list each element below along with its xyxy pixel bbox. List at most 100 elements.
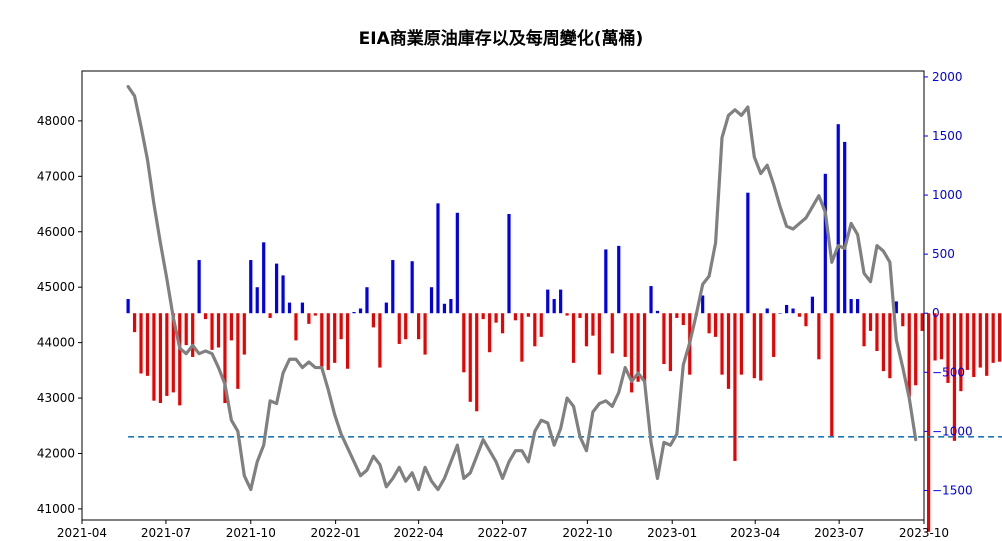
bar <box>404 313 408 340</box>
bar <box>817 313 821 360</box>
bar <box>520 313 524 362</box>
bar <box>655 310 660 314</box>
right-axis-tick-label: −1000 <box>932 424 973 438</box>
bar <box>300 302 305 314</box>
bar <box>894 301 898 314</box>
x-axis-tick-label: 2021-04 <box>57 526 107 537</box>
bar <box>713 313 718 337</box>
bar <box>384 302 388 314</box>
bar <box>849 299 853 314</box>
bar <box>978 313 982 368</box>
bar <box>610 313 614 354</box>
left-axis-tick-label: 41000 <box>37 502 75 516</box>
bar <box>571 313 576 363</box>
left-axis-tick-label: 44000 <box>37 336 75 350</box>
bar <box>552 299 556 314</box>
bar <box>739 313 743 375</box>
bar <box>578 313 582 318</box>
bar <box>339 313 343 340</box>
bar <box>410 261 414 314</box>
bar <box>397 313 401 344</box>
bar <box>836 124 840 314</box>
bar <box>507 213 511 314</box>
bar <box>358 308 363 314</box>
x-axis-tick-label: 2023-04 <box>730 526 780 537</box>
bar <box>791 308 795 314</box>
bar <box>320 313 324 369</box>
bar <box>475 313 479 412</box>
right-axis-tick-label: 0 <box>932 306 940 320</box>
bar <box>843 141 847 314</box>
bar <box>274 263 279 314</box>
bar <box>920 313 924 331</box>
bar <box>746 192 750 314</box>
right-axis-tick-label: −500 <box>932 365 965 379</box>
chart-title: EIA商業原油庫存以及每周變化(萬桶) <box>359 28 644 49</box>
bar <box>888 313 892 379</box>
bar <box>326 313 330 370</box>
bar <box>178 313 182 406</box>
bar <box>255 287 259 314</box>
bar <box>946 313 950 383</box>
bar <box>559 289 563 314</box>
bar <box>778 313 782 314</box>
axes: 41000 42000 43000 44000 45000 46000 47000 48000… <box>37 70 973 540</box>
bar <box>952 313 957 441</box>
bar <box>223 313 227 404</box>
bar <box>752 313 756 379</box>
bar <box>455 212 459 314</box>
line-series <box>126 84 1002 492</box>
bar <box>203 313 208 320</box>
right-axis-tick-label: 1500 <box>932 129 963 143</box>
bar <box>998 313 1002 362</box>
bar <box>630 313 634 393</box>
bar <box>617 245 621 314</box>
bar <box>313 313 317 316</box>
bar <box>772 313 776 357</box>
bar <box>158 313 162 404</box>
plot-frame <box>81 70 925 521</box>
right-axis-tick-label: 500 <box>932 247 955 261</box>
bar <box>126 299 130 314</box>
bar <box>914 313 918 386</box>
bar <box>649 286 653 314</box>
bar <box>972 313 976 378</box>
right-axis-tick-label: 2000 <box>932 70 963 84</box>
bar <box>346 313 350 369</box>
bar <box>733 313 737 461</box>
bar <box>423 313 427 355</box>
bar <box>171 313 175 393</box>
left-axis-tick-label: 46000 <box>37 225 75 239</box>
bar <box>165 313 169 396</box>
bar <box>249 260 253 314</box>
bar <box>365 287 369 314</box>
bar <box>145 313 150 376</box>
x-axis-tick-label: 2022-07 <box>477 526 527 537</box>
bar <box>720 313 724 375</box>
bar <box>759 313 763 381</box>
bar <box>294 313 298 341</box>
bar <box>236 313 240 389</box>
bar <box>868 313 873 331</box>
bar <box>307 313 311 324</box>
left-axis-tick-label: 42000 <box>37 446 75 460</box>
bar <box>229 313 233 341</box>
bar <box>927 313 931 532</box>
bar <box>494 313 498 323</box>
bar <box>139 313 143 374</box>
bar <box>823 173 827 314</box>
left-axis-tick-label: 43000 <box>37 391 75 405</box>
bar <box>242 313 246 355</box>
bar <box>856 299 860 314</box>
bar <box>216 313 221 348</box>
bar <box>526 313 530 317</box>
bar <box>797 313 802 317</box>
bar <box>675 313 679 318</box>
x-axis-tick-label: 2022-04 <box>394 526 444 537</box>
bar <box>591 313 595 336</box>
x-axis-tick-label: 2022-10 <box>562 526 612 537</box>
bar <box>533 313 537 347</box>
bar <box>488 313 492 353</box>
